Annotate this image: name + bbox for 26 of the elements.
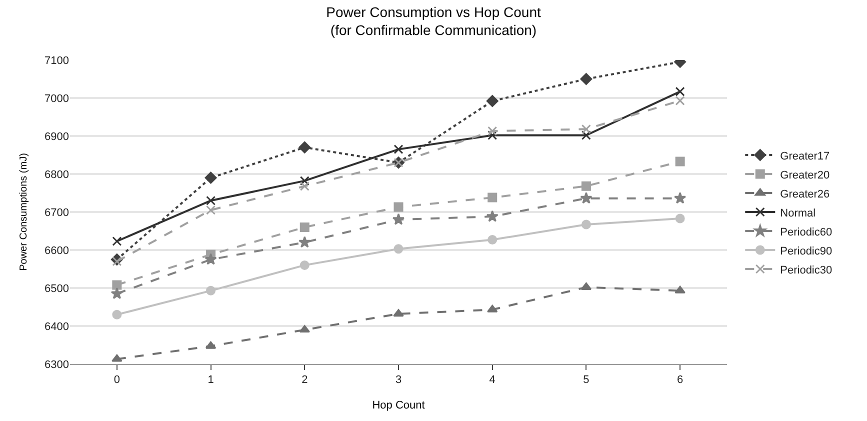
legend-label: Normal	[780, 207, 816, 220]
x-tick-label: 1	[208, 374, 214, 386]
y-tick-label: 6400	[44, 320, 69, 333]
x-tick-label: 5	[583, 374, 590, 386]
x-tick-label: 0	[114, 374, 120, 386]
y-axis-title: Power Consumptions (mJ)	[18, 153, 30, 271]
y-tick-label: 6700	[44, 206, 69, 219]
y-tick-label: 6600	[44, 244, 69, 257]
y-tick-label: 6900	[44, 130, 69, 143]
legend-label: Periodic60	[780, 226, 832, 238]
x-tick-label: 6	[677, 374, 684, 386]
x-tick-label: 3	[395, 374, 402, 386]
legend-label: Periodic90	[780, 245, 832, 258]
legend-label: Periodic30	[780, 264, 832, 276]
legend-label: Greater20	[780, 169, 830, 182]
y-tick-label: 6300	[44, 358, 69, 371]
y-tick-label: 6500	[44, 282, 69, 295]
chart-title: Power Consumption vs Hop Count (for Confirmable Communication)	[326, 4, 541, 38]
legend-label: Greater17	[780, 150, 830, 162]
y-tick-label: 6800	[44, 168, 69, 181]
legend-label: Greater26	[780, 188, 830, 200]
x-tick-label: 2	[302, 374, 308, 386]
x-axis-title: Hop Count	[372, 399, 425, 412]
y-tick-label: 7100	[44, 54, 69, 67]
x-tick-label: 4	[489, 374, 496, 386]
y-tick-label: 7000	[44, 92, 69, 105]
